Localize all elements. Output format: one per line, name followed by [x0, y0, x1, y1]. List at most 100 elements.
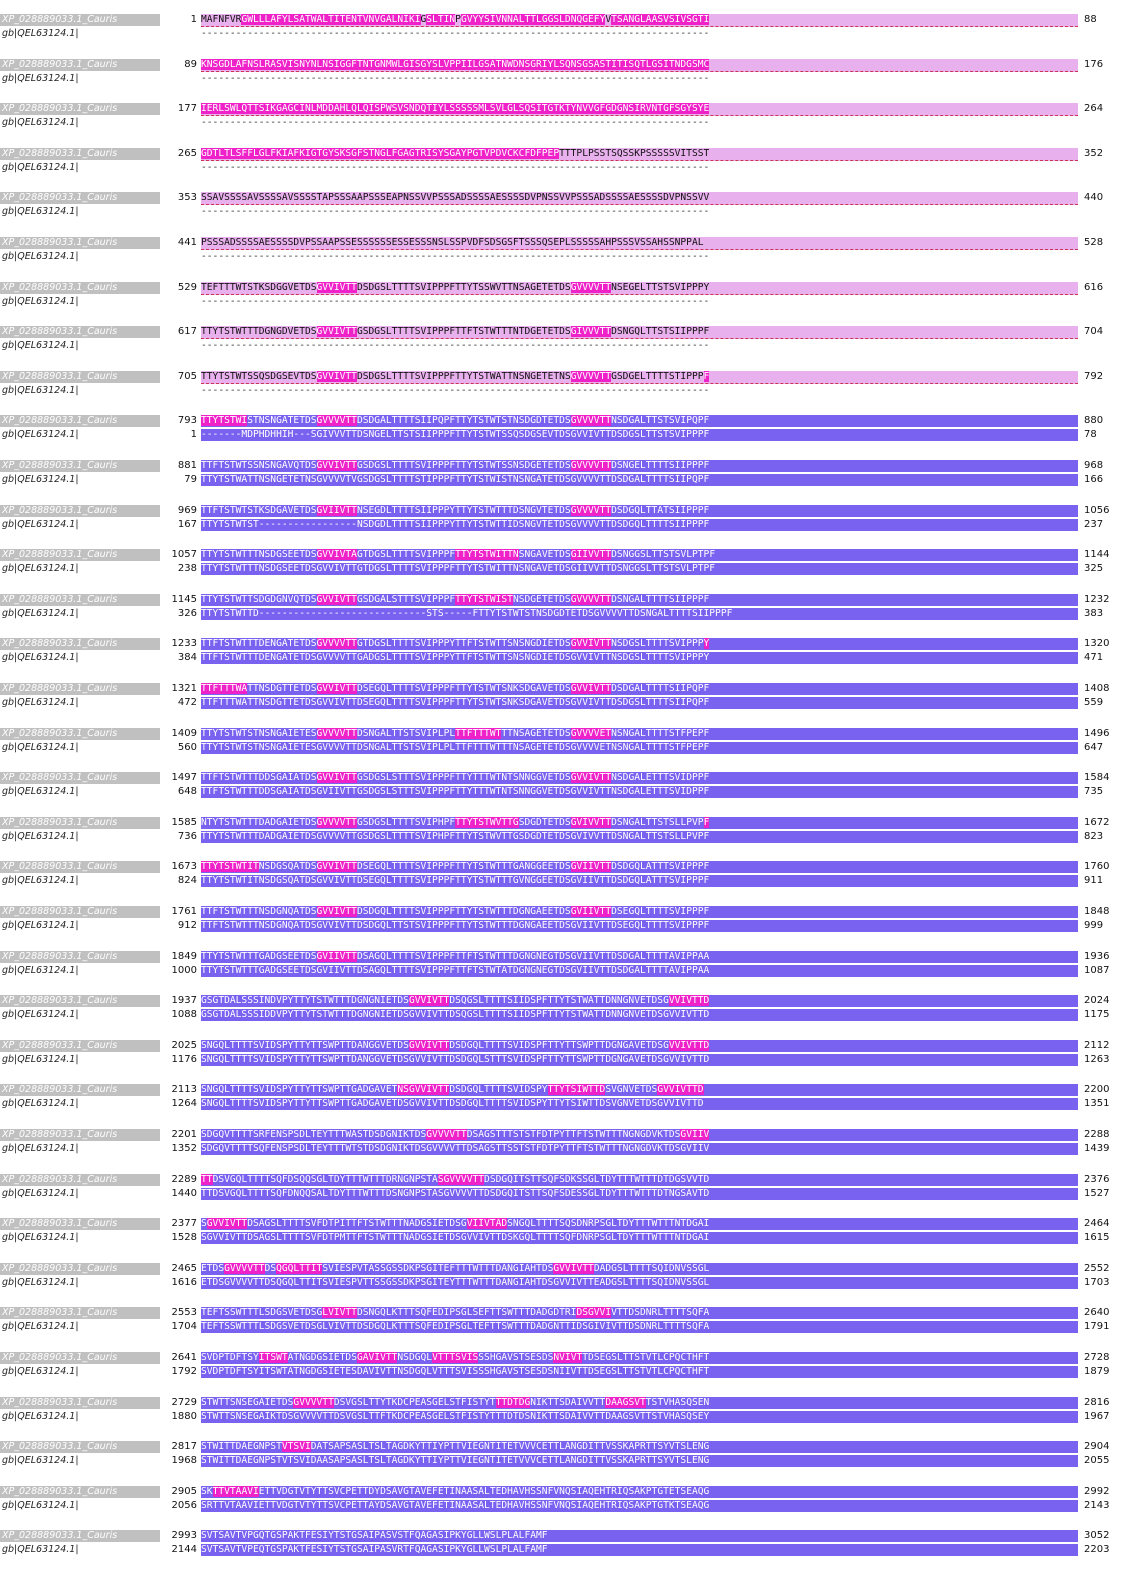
seq1-name-label: XP_028889033.1_Cauris	[0, 460, 160, 472]
alignment-block: XP_028889033.1_Cauris gb|QEL63124.1| 2201 2…	[0, 1129, 1134, 1159]
seq2-start: 238	[177, 563, 197, 575]
seq2-residues: ----------------------------------------…	[201, 206, 710, 218]
seq2-end: 1175	[1084, 1009, 1110, 1021]
seq1-start: 2553	[171, 1307, 197, 1319]
seq1-end: 1584	[1084, 772, 1110, 784]
seq2-name-label: gb|QEL63124.1|	[0, 741, 160, 754]
seq1-start: 1673	[171, 861, 197, 873]
seq2-name-label: gb|QEL63124.1|	[0, 652, 160, 665]
seq1-start: 2817	[171, 1441, 197, 1453]
seq2-end: 325	[1084, 563, 1104, 575]
seq1-start: 1585	[171, 816, 197, 828]
seq1-end: 2992	[1084, 1485, 1110, 1497]
seq2-residues: ETDSGVVVVTTDSQGQLTTITSVIESPVTTSSGSSDKPSG…	[201, 1276, 1078, 1289]
seq1-start: 1057	[171, 549, 197, 561]
seq1-name-label: XP_028889033.1_Cauris	[0, 950, 160, 963]
seq1-name-label: XP_028889033.1_Cauris	[0, 1396, 160, 1409]
alignment-block: XP_028889033.1_Cauris gb|QEL63124.1| 2993 3…	[0, 1530, 1134, 1560]
seq2-residues: ----------------------------------------…	[201, 340, 710, 352]
alignment-block: XP_028889033.1_Cauris gb|QEL63124.1| 2641 2…	[0, 1352, 1134, 1382]
seq2-end: 735	[1084, 786, 1104, 798]
seq2-name-label: gb|QEL63124.1|	[0, 429, 160, 442]
seq1-start: 705	[177, 370, 197, 382]
seq1-name-label: XP_028889033.1_Cauris	[0, 1352, 160, 1364]
seq2-end	[1084, 73, 1118, 85]
seq2-residues: ----------------------------------------…	[201, 28, 710, 39]
seq1-name-label: XP_028889033.1_Cauris	[0, 861, 160, 874]
seq1-name-label: XP_028889033.1_Cauris	[0, 1530, 160, 1543]
seq1-start: 1761	[171, 906, 197, 917]
seq2-name-label: gb|QEL63124.1|	[0, 1455, 160, 1468]
seq1-residues: SDGQVTTTTSRFENSPSDLTEYTTTWASTDSDGNIKTDSG…	[201, 1129, 1078, 1141]
seq1-start: 2377	[171, 1218, 197, 1230]
seq1-residues: TTFTSTWTSTKSDGAVETDSGVIIVTTNSEGDLTTTTSII…	[201, 504, 1078, 517]
seq2-residues: TTYTSTWTTTNSDGSEETDSGVVIVTTGTDGSLTTTTSVI…	[201, 563, 1078, 576]
seq1-name-label: XP_028889033.1_Cauris	[0, 683, 160, 695]
seq2-residues: SVTSAVTVPEQTGSPAKTFESIYTSTGSAIPASVRTFQAG…	[201, 1544, 1078, 1557]
seq1-name-label: XP_028889033.1_Cauris	[0, 1129, 160, 1141]
seq1-name-label: XP_028889033.1_Cauris	[0, 816, 160, 829]
seq1-residues: SNGQLTTTTSVIDSPYTTYTTSWPTTDANGGVETDSGVVI…	[201, 1039, 1078, 1052]
seq2-name-label: gb|QEL63124.1|	[0, 384, 160, 397]
seq2-start	[163, 296, 197, 308]
seq2-start: 1440	[171, 1187, 197, 1199]
seq2-start	[163, 73, 197, 85]
seq2-name-label: gb|QEL63124.1|	[0, 1366, 160, 1378]
seq2-end: 1791	[1084, 1321, 1110, 1333]
seq1-end: 1672	[1084, 816, 1110, 828]
alignment-block: XP_028889033.1_Cauris gb|QEL63124.1| 2905 2…	[0, 1485, 1134, 1516]
seq1-name-label: XP_028889033.1_Cauris	[0, 192, 160, 205]
alignment-block: XP_028889033.1_Cauris gb|QEL63124.1| 1409 1…	[0, 727, 1134, 758]
seq1-start: 1145	[171, 593, 197, 605]
seq1-end: 2376	[1084, 1173, 1110, 1185]
seq2-residues: TTYTSTWTTTDADGAIETDSGVVVVTTGSDGSLTTTTSVI…	[201, 830, 1078, 843]
seq1-start: 617	[177, 326, 197, 338]
alignment-block: XP_028889033.1_Cauris gb|QEL63124.1| 2289 2…	[0, 1173, 1134, 1204]
alignment-block: XP_028889033.1_Cauris gb|QEL63124.1| 617 70…	[0, 326, 1134, 356]
seq2-end: 1439	[1084, 1143, 1110, 1154]
seq1-name-label: XP_028889033.1_Cauris	[0, 549, 160, 562]
seq2-end: 383	[1084, 607, 1104, 619]
seq2-end: 1703	[1084, 1276, 1110, 1288]
seq2-start: 472	[177, 697, 197, 708]
alignment-block: XP_028889033.1_Cauris gb|QEL63124.1| 177 26…	[0, 103, 1134, 133]
seq1-end: 352	[1084, 147, 1104, 159]
seq2-end	[1084, 385, 1118, 397]
seq1-name-label: XP_028889033.1_Cauris	[0, 1485, 160, 1498]
seq2-residues: ----------------------------------------…	[201, 72, 710, 84]
seq1-name-label: XP_028889033.1_Cauris	[0, 1441, 160, 1454]
seq1-end: 1232	[1084, 593, 1110, 605]
seq1-residues: TTYTSTWTITNSDGSQATDSGVVIVTTDSEGQLTTTTSVI…	[201, 861, 1078, 874]
seq2-start: 2144	[171, 1544, 197, 1556]
seq2-start: 1176	[171, 1053, 197, 1065]
alignment-block: XP_028889033.1_Cauris gb|QEL63124.1| 705 79…	[0, 370, 1134, 401]
alignment-block: XP_028889033.1_Cauris gb|QEL63124.1| 1673 1…	[0, 861, 1134, 891]
seq1-end: 1496	[1084, 727, 1110, 739]
seq2-end: 2143	[1084, 1499, 1110, 1511]
seq1-residues: SVDPTDFTSYITSWTATNGDGSIETDSGAVIVTTNSDGQL…	[201, 1352, 1078, 1364]
seq1-name-label: XP_028889033.1_Cauris	[0, 103, 160, 116]
seq2-end: 1967	[1084, 1410, 1110, 1422]
seq2-start: 1	[190, 429, 197, 441]
alignment-block: XP_028889033.1_Cauris gb|QEL63124.1| 441 52…	[0, 237, 1134, 267]
seq1-residues: TTFTTTWATTNSDGTTETDSGVVIVTTDSEGQLTTTTSVI…	[201, 683, 1078, 695]
seq1-end: 2024	[1084, 995, 1110, 1007]
seq2-start: 384	[177, 652, 197, 664]
seq2-name-label: gb|QEL63124.1|	[0, 1053, 160, 1066]
seq1-name-label: XP_028889033.1_Cauris	[0, 1084, 160, 1097]
seq1-start: 1849	[171, 950, 197, 962]
seq2-residues: SVDPTDFTSYITSWTATNGDGSIETESDAVIVTTNSDGQL…	[201, 1366, 1078, 1378]
seq2-name-label: gb|QEL63124.1|	[0, 117, 160, 130]
seq1-residues: KNSGDLAFNSLRASVISNYNLNSIGGFTNTGNMWLGISGY…	[201, 58, 1078, 72]
seq2-residues: TTYTSTWTITNSDGSQATDSGVVIVTTDSEGQLTTTTSVI…	[201, 875, 1078, 888]
seq2-name-label: gb|QEL63124.1|	[0, 1544, 160, 1557]
seq1-end: 2552	[1084, 1262, 1110, 1274]
seq2-residues: SGVVIVTTDSAGSLTTTTSVFDTPMTTFTSTWTTTNADGS…	[201, 1232, 1078, 1245]
seq1-residues: MAFNFVRGWLLLAFYLSATWALTITENTVNVGALNIKIGS…	[201, 14, 1078, 27]
alignment-block: XP_028889033.1_Cauris gb|QEL63124.1| 353 44…	[0, 192, 1134, 222]
seq1-residues: GSGTDALSSSINDVPYTTYTSTWTTTDGNGNIETDSGVVI…	[201, 995, 1078, 1008]
seq1-residues: TTYTSTWTSTNSNGAIETESGVVVVTTDSNGALTTSTSVI…	[201, 727, 1078, 740]
seq1-residues: IERLSWLQTTSIKGAGCINLMDDAHLQLQISPWSVSNDQT…	[201, 103, 1078, 117]
seq2-residues: TTYTSTWTST-----------------NSDGDLTTTTSII…	[201, 518, 1078, 531]
seq2-name-label: gb|QEL63124.1|	[0, 1187, 160, 1200]
